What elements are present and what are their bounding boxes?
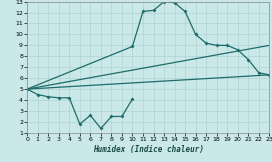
X-axis label: Humidex (Indice chaleur): Humidex (Indice chaleur): [93, 145, 204, 154]
